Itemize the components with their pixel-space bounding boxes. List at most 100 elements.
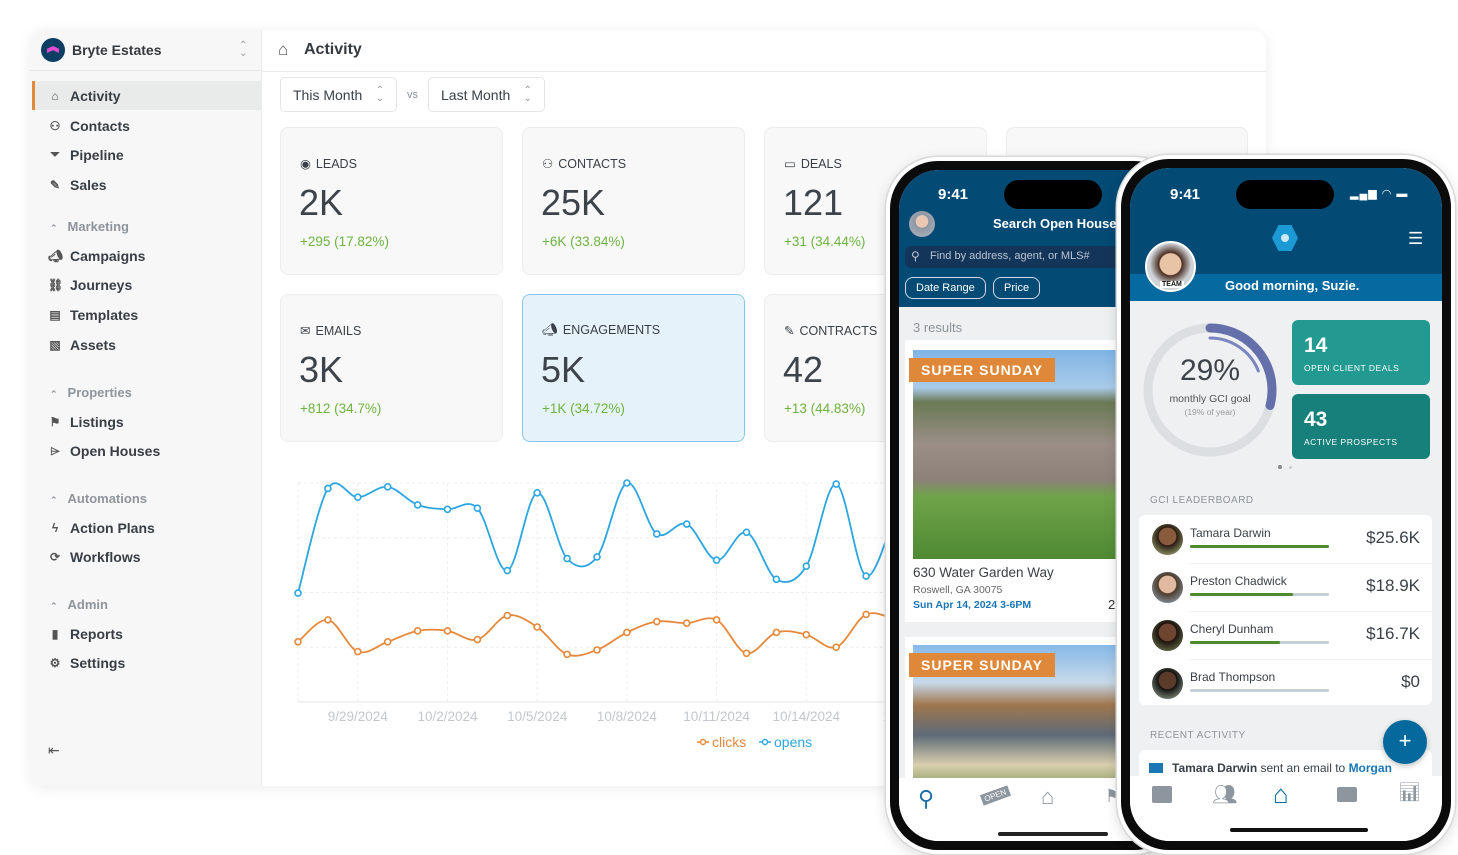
pager-dot[interactable]	[1289, 466, 1292, 469]
opens-point	[383, 483, 392, 491]
clicks-point	[832, 643, 841, 652]
phone-dashboard: 9:41 ▂▄▆ ◠ ▬ ☰ TEAM Good morning, Suzie.…	[1117, 155, 1455, 854]
open-sign-icon[interactable]: OPEN	[979, 785, 1011, 806]
users-icon: ⚇	[542, 157, 554, 171]
sidebar-item-templates[interactable]: ▤ Templates	[32, 300, 261, 329]
gci-progress-fill	[1190, 545, 1329, 548]
status-icons: ▂▄▆ ◠ ▬	[1350, 188, 1409, 200]
sidebar-item-journeys[interactable]: ⛓ Journeys	[32, 271, 261, 300]
collapse-sidebar-icon[interactable]: ⇤	[48, 742, 60, 758]
sidebar-item-label: Listings	[70, 413, 124, 430]
listing-address: 630 Water Garden Way	[913, 565, 1054, 580]
org-logo	[41, 38, 65, 62]
search-input[interactable]: ⚲ Find by address, agent, or MLS#	[905, 246, 1125, 268]
clicks-point	[712, 616, 721, 624]
compare-select[interactable]: Last Month ⌃ ⌄	[428, 77, 545, 112]
stat-card-contacts[interactable]: ⚇ CONTACTS 25K +6K (33.84%)	[522, 127, 745, 275]
sidebar-item-workflows[interactable]: ⟳ Workflows	[32, 543, 261, 572]
recent-activity-title: RECENT ACTIVITY	[1150, 730, 1246, 741]
activity-actor[interactable]: Tamara Darwin	[1172, 761, 1258, 775]
home-icon[interactable]: ⌂	[1273, 779, 1289, 809]
stat-card-emails[interactable]: ✉ EMAILS 3K +812 (34.7%)	[280, 294, 503, 442]
section-automations[interactable]: ⌃ Automations	[50, 491, 147, 506]
date-range-chip[interactable]: Date Range	[905, 277, 986, 299]
activity-target[interactable]: Morgan	[1348, 761, 1392, 775]
opens-point	[862, 572, 870, 580]
sidebar-item-open-houses[interactable]: ⌲ Open Houses	[32, 437, 261, 466]
stat-value: 2K	[299, 182, 344, 223]
listing-card[interactable]: SUPER SUNDAY	[905, 637, 1135, 797]
sidebar-item-action-plans[interactable]: ϟ Action Plans	[32, 513, 261, 542]
sidebar-item-settings[interactable]: ⚙ Settings	[32, 649, 261, 678]
stat-value: 5K	[541, 349, 586, 390]
sidebar-item-assets[interactable]: ▧ Assets	[32, 330, 261, 359]
leaderboard-row[interactable]: Cheryl Dunham $16.7K	[1139, 611, 1432, 659]
chevron-updown-icon[interactable]: ⌃ ⌄	[239, 40, 248, 59]
add-fab[interactable]: +	[1383, 720, 1427, 764]
clicks-point	[623, 628, 631, 637]
leaderboard-row[interactable]: Tamara Darwin $25.6K	[1139, 515, 1432, 563]
sidebar-item-label: Settings	[70, 655, 126, 672]
section-admin[interactable]: ⌃ Admin	[50, 597, 108, 612]
sidebar-item-label: Campaigns	[70, 247, 146, 264]
section-properties[interactable]: ⌃ Properties	[50, 385, 132, 400]
sidebar-item-pipeline[interactable]: ⏷ Pipeline	[32, 140, 261, 169]
gci-progress-bar	[1190, 689, 1329, 692]
goal-label: monthly GCI goal	[1169, 393, 1251, 405]
leaderboard-row[interactable]: Brad Thompson $0	[1139, 659, 1432, 707]
sidebar-item-label: Pipeline	[70, 146, 124, 163]
sidebar-item-contacts[interactable]: ⚇ Contacts	[32, 111, 261, 140]
mail-icon: ✉	[300, 324, 311, 338]
open-client-deals-tile[interactable]: 14 OPEN CLIENT DEALS	[1292, 320, 1430, 385]
org-name: Bryte Estates	[72, 42, 162, 58]
opens-point	[712, 556, 721, 564]
sidebar-item-campaigns[interactable]: 📣︎ Campaigns	[32, 241, 261, 270]
clicks-point	[533, 623, 542, 631]
tile-value: 14	[1304, 334, 1328, 357]
dynamic-island	[1004, 180, 1102, 209]
opens-point	[473, 504, 482, 512]
price-chip[interactable]: Price	[993, 277, 1041, 299]
sidebar-item-label: Open Houses	[70, 443, 161, 460]
search-icon: ⚲	[911, 249, 920, 263]
sidebar-item-sales[interactable]: ✎ Sales	[32, 170, 261, 199]
sidebar-item-listings[interactable]: ⚑ Listings	[32, 407, 261, 436]
sidebar-item-reports[interactable]: ▮ Reports	[32, 619, 261, 648]
gci-goal-ring	[1143, 323, 1277, 457]
stat-card-engagements[interactable]: 📣︎ ENGAGEMENTS 5K +1K (34.72%)	[522, 294, 745, 442]
pager-dot-active[interactable]	[1278, 465, 1282, 469]
clicks-point	[593, 646, 601, 654]
opens-point	[443, 505, 452, 514]
home-icon[interactable]: ⌂	[1041, 784, 1055, 809]
stat-label-text: DEALS	[800, 157, 842, 171]
opens-point	[802, 562, 811, 571]
agent-gci: $25.6K	[1366, 528, 1420, 547]
user-avatar[interactable]: TEAM	[1145, 241, 1196, 292]
stat-card-leads[interactable]: ◉ LEADS 2K +295 (17.82%)	[280, 127, 503, 275]
section-marketing[interactable]: ⌃ Marketing	[50, 219, 129, 234]
hamburger-menu-icon[interactable]: ☰	[1408, 229, 1424, 248]
home-indicator	[998, 832, 1108, 836]
sidebar-item-activity[interactable]: ⌂ Activity	[32, 81, 261, 110]
clicks-point	[802, 630, 811, 639]
goal-percent: 29%	[1179, 354, 1241, 387]
briefcase-icon[interactable]	[1337, 787, 1357, 802]
stat-label: ◉ LEADS	[300, 156, 357, 171]
email-icon	[1149, 763, 1163, 773]
stat-label: 📣︎ ENGAGEMENTS	[542, 323, 660, 338]
search-icon[interactable]: ⚲	[918, 786, 935, 811]
mail-icon[interactable]	[1152, 786, 1172, 803]
analytics-icon[interactable]: 📊︎	[1398, 782, 1421, 802]
sidebar-item-label: Reports	[70, 625, 123, 642]
avatar[interactable]	[909, 211, 935, 237]
agent-name: Tamara Darwin	[1190, 526, 1271, 540]
listing-card[interactable]: SUPER SUNDAY 630 Water Garden Way Roswel…	[905, 340, 1135, 622]
opens-point	[832, 480, 841, 488]
period-select[interactable]: This Month ⌃ ⌄	[280, 77, 397, 112]
leaderboard-row[interactable]: Preston Chadwick $18.9K	[1139, 563, 1432, 611]
active-prospects-tile[interactable]: 43 ACTIVE PROSPECTS	[1292, 394, 1430, 459]
agent-avatar	[1152, 572, 1183, 603]
agent-avatar	[1152, 524, 1183, 555]
users-icon[interactable]: 👥︎	[1212, 784, 1238, 806]
org-switcher[interactable]: Bryte Estates ⌃ ⌄	[30, 30, 262, 71]
